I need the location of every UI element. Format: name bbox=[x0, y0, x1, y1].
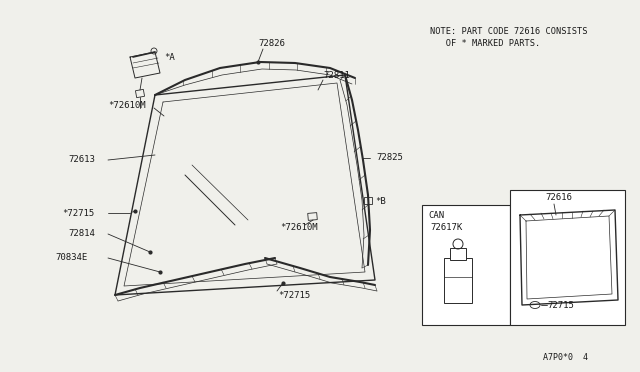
Text: *B: *B bbox=[375, 196, 386, 205]
Text: 72613: 72613 bbox=[68, 155, 95, 164]
Text: CAN: CAN bbox=[428, 211, 444, 219]
Text: 72826: 72826 bbox=[258, 38, 285, 48]
Text: *A: *A bbox=[164, 52, 175, 61]
Text: *72610M: *72610M bbox=[280, 224, 317, 232]
Bar bbox=[444, 258, 472, 303]
Text: OF * MARKED PARTS.: OF * MARKED PARTS. bbox=[430, 38, 540, 48]
Text: *72715: *72715 bbox=[278, 291, 310, 299]
Bar bbox=[364, 197, 372, 204]
Text: NOTE: PART CODE 72616 CONSISTS: NOTE: PART CODE 72616 CONSISTS bbox=[430, 28, 588, 36]
Bar bbox=[308, 213, 317, 220]
Bar bbox=[510, 190, 625, 325]
FancyArrowPatch shape bbox=[132, 211, 136, 212]
Text: 72616: 72616 bbox=[545, 193, 572, 202]
Bar bbox=[136, 89, 145, 97]
Text: 72715: 72715 bbox=[547, 301, 574, 310]
Text: 72825: 72825 bbox=[376, 154, 403, 163]
Text: *72610M: *72610M bbox=[108, 100, 146, 109]
Text: 72617K: 72617K bbox=[430, 224, 462, 232]
Text: 70834E: 70834E bbox=[55, 253, 87, 263]
Text: *72715: *72715 bbox=[62, 208, 94, 218]
Text: 72811: 72811 bbox=[323, 71, 350, 80]
Bar bbox=[422, 205, 510, 325]
Bar bbox=[450, 248, 466, 260]
Text: A7P0*0  4: A7P0*0 4 bbox=[543, 353, 588, 362]
Text: 72814: 72814 bbox=[68, 230, 95, 238]
